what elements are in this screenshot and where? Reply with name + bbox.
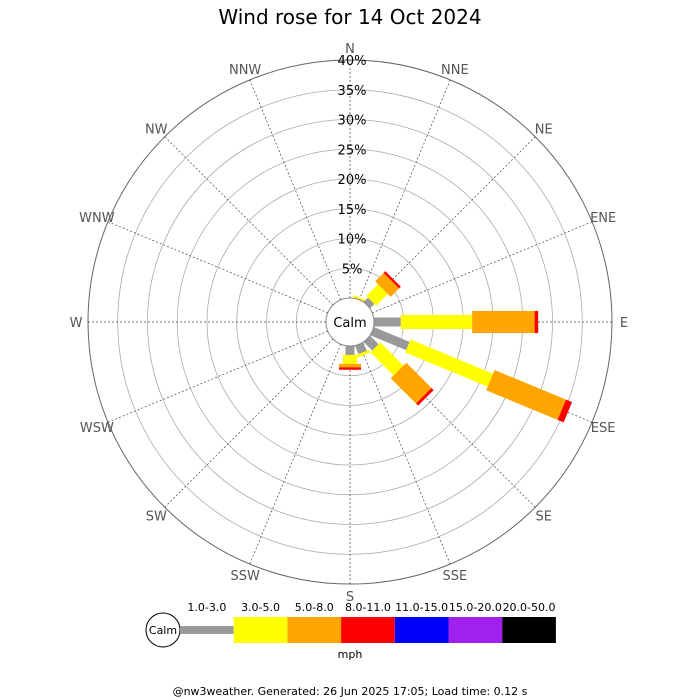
bar-sse-bin-2 (356, 349, 371, 358)
legend-swatch-4 (341, 617, 395, 643)
bar-ese-bin-3 (486, 369, 567, 420)
wind-bars (339, 271, 573, 423)
chart-title: Wind rose for 14 Oct 2024 (218, 5, 481, 29)
legend-swatch-5 (394, 617, 449, 643)
legend-swatch-7 (502, 617, 556, 643)
legend-label-6: 15.0-20.0 (449, 601, 502, 614)
legend-swatch-3 (287, 617, 342, 643)
spoke-sw (164, 321, 351, 508)
bar-ne-bin-3 (375, 272, 400, 297)
direction-label-n: N (345, 42, 355, 57)
bar-ese-bin-4 (557, 399, 573, 423)
direction-label-nw: NW (145, 122, 168, 137)
legend-units: mph (338, 648, 363, 661)
percent-label: 35% (338, 84, 367, 99)
direction-label-w: W (70, 316, 83, 331)
direction-label-nnw: NNW (229, 63, 261, 78)
spoke-ene (349, 221, 593, 323)
bar-ese-bin-1 (370, 327, 410, 351)
percent-label: 40% (338, 54, 367, 69)
direction-label-sw: SW (146, 510, 167, 525)
direction-label-ne: NE (535, 122, 553, 137)
bar-se-bin-2 (370, 342, 404, 376)
bar-ese-bin-2 (405, 339, 494, 387)
direction-label-ese: ESE (591, 421, 616, 436)
legend-swatch-2 (233, 617, 288, 643)
bar-se-bin-4 (415, 387, 434, 406)
percent-label: 30% (338, 114, 367, 129)
direction-label-s: S (346, 590, 354, 605)
bar-se-bin-3 (390, 362, 432, 404)
direction-label-ene: ENE (590, 211, 616, 226)
legend-calm-label: Calm (149, 624, 177, 637)
legend-label-2: 3.0-5.0 (241, 601, 280, 614)
spoke-ssw (249, 321, 351, 565)
bar-ne-bin-2 (366, 284, 388, 306)
legend-swatch-1 (180, 626, 234, 634)
bar-ne-bin-4 (383, 271, 401, 289)
speed-legend: Calm mph 1.0-3.0 3.0-5.0 5.0-8.0 8.0-11.0 11… (145, 601, 556, 661)
spoke-wnw (107, 221, 351, 323)
bar-ne-bin-1 (363, 297, 375, 309)
percent-labels: 5% 10% 15% 20% 25% 30% 35% 40% (338, 54, 367, 277)
direction-label-se: SE (536, 510, 552, 525)
calm-center: Calm (325, 297, 375, 347)
calm-circle (325, 297, 375, 347)
direction-label-e: E (620, 316, 628, 331)
bar-se-bin-1 (363, 335, 379, 351)
direction-label-nne: NNE (441, 63, 469, 78)
percent-label: 5% (342, 262, 363, 277)
legend-label-4: 8.0-11.0 (345, 601, 391, 614)
direction-label-wsw: WSW (80, 421, 114, 436)
percent-label: 15% (338, 203, 367, 218)
percent-label: 25% (338, 143, 367, 158)
percent-label: 20% (338, 173, 367, 188)
spoke-wsw (107, 321, 351, 423)
direction-label-wnw: WNW (79, 211, 115, 226)
percent-label: 10% (338, 233, 367, 248)
direction-labels: N NNE NE ENE E ESE SE SSE S SSW SW WSW W WNW NW NNW (70, 42, 629, 605)
direction-label-sse: SSE (442, 569, 467, 584)
grid-ring (147, 119, 553, 525)
legend-label-7: 20.0-50.0 (503, 601, 556, 614)
footer-text: @nw3weather. Generated: 26 Jun 2025 17:0… (173, 685, 528, 698)
spoke-nw (164, 136, 351, 323)
bar-sse-bin-1 (355, 342, 367, 355)
direction-label-ssw: SSW (230, 569, 260, 584)
legend-label-3: 5.0-8.0 (295, 601, 334, 614)
legend-label-5: 11.0-15.0 (395, 601, 448, 614)
legend-label-1: 1.0-3.0 (187, 601, 226, 614)
legend-swatch-6 (448, 617, 503, 643)
spoke-nnw (249, 79, 351, 323)
calm-label: Calm (333, 316, 366, 331)
